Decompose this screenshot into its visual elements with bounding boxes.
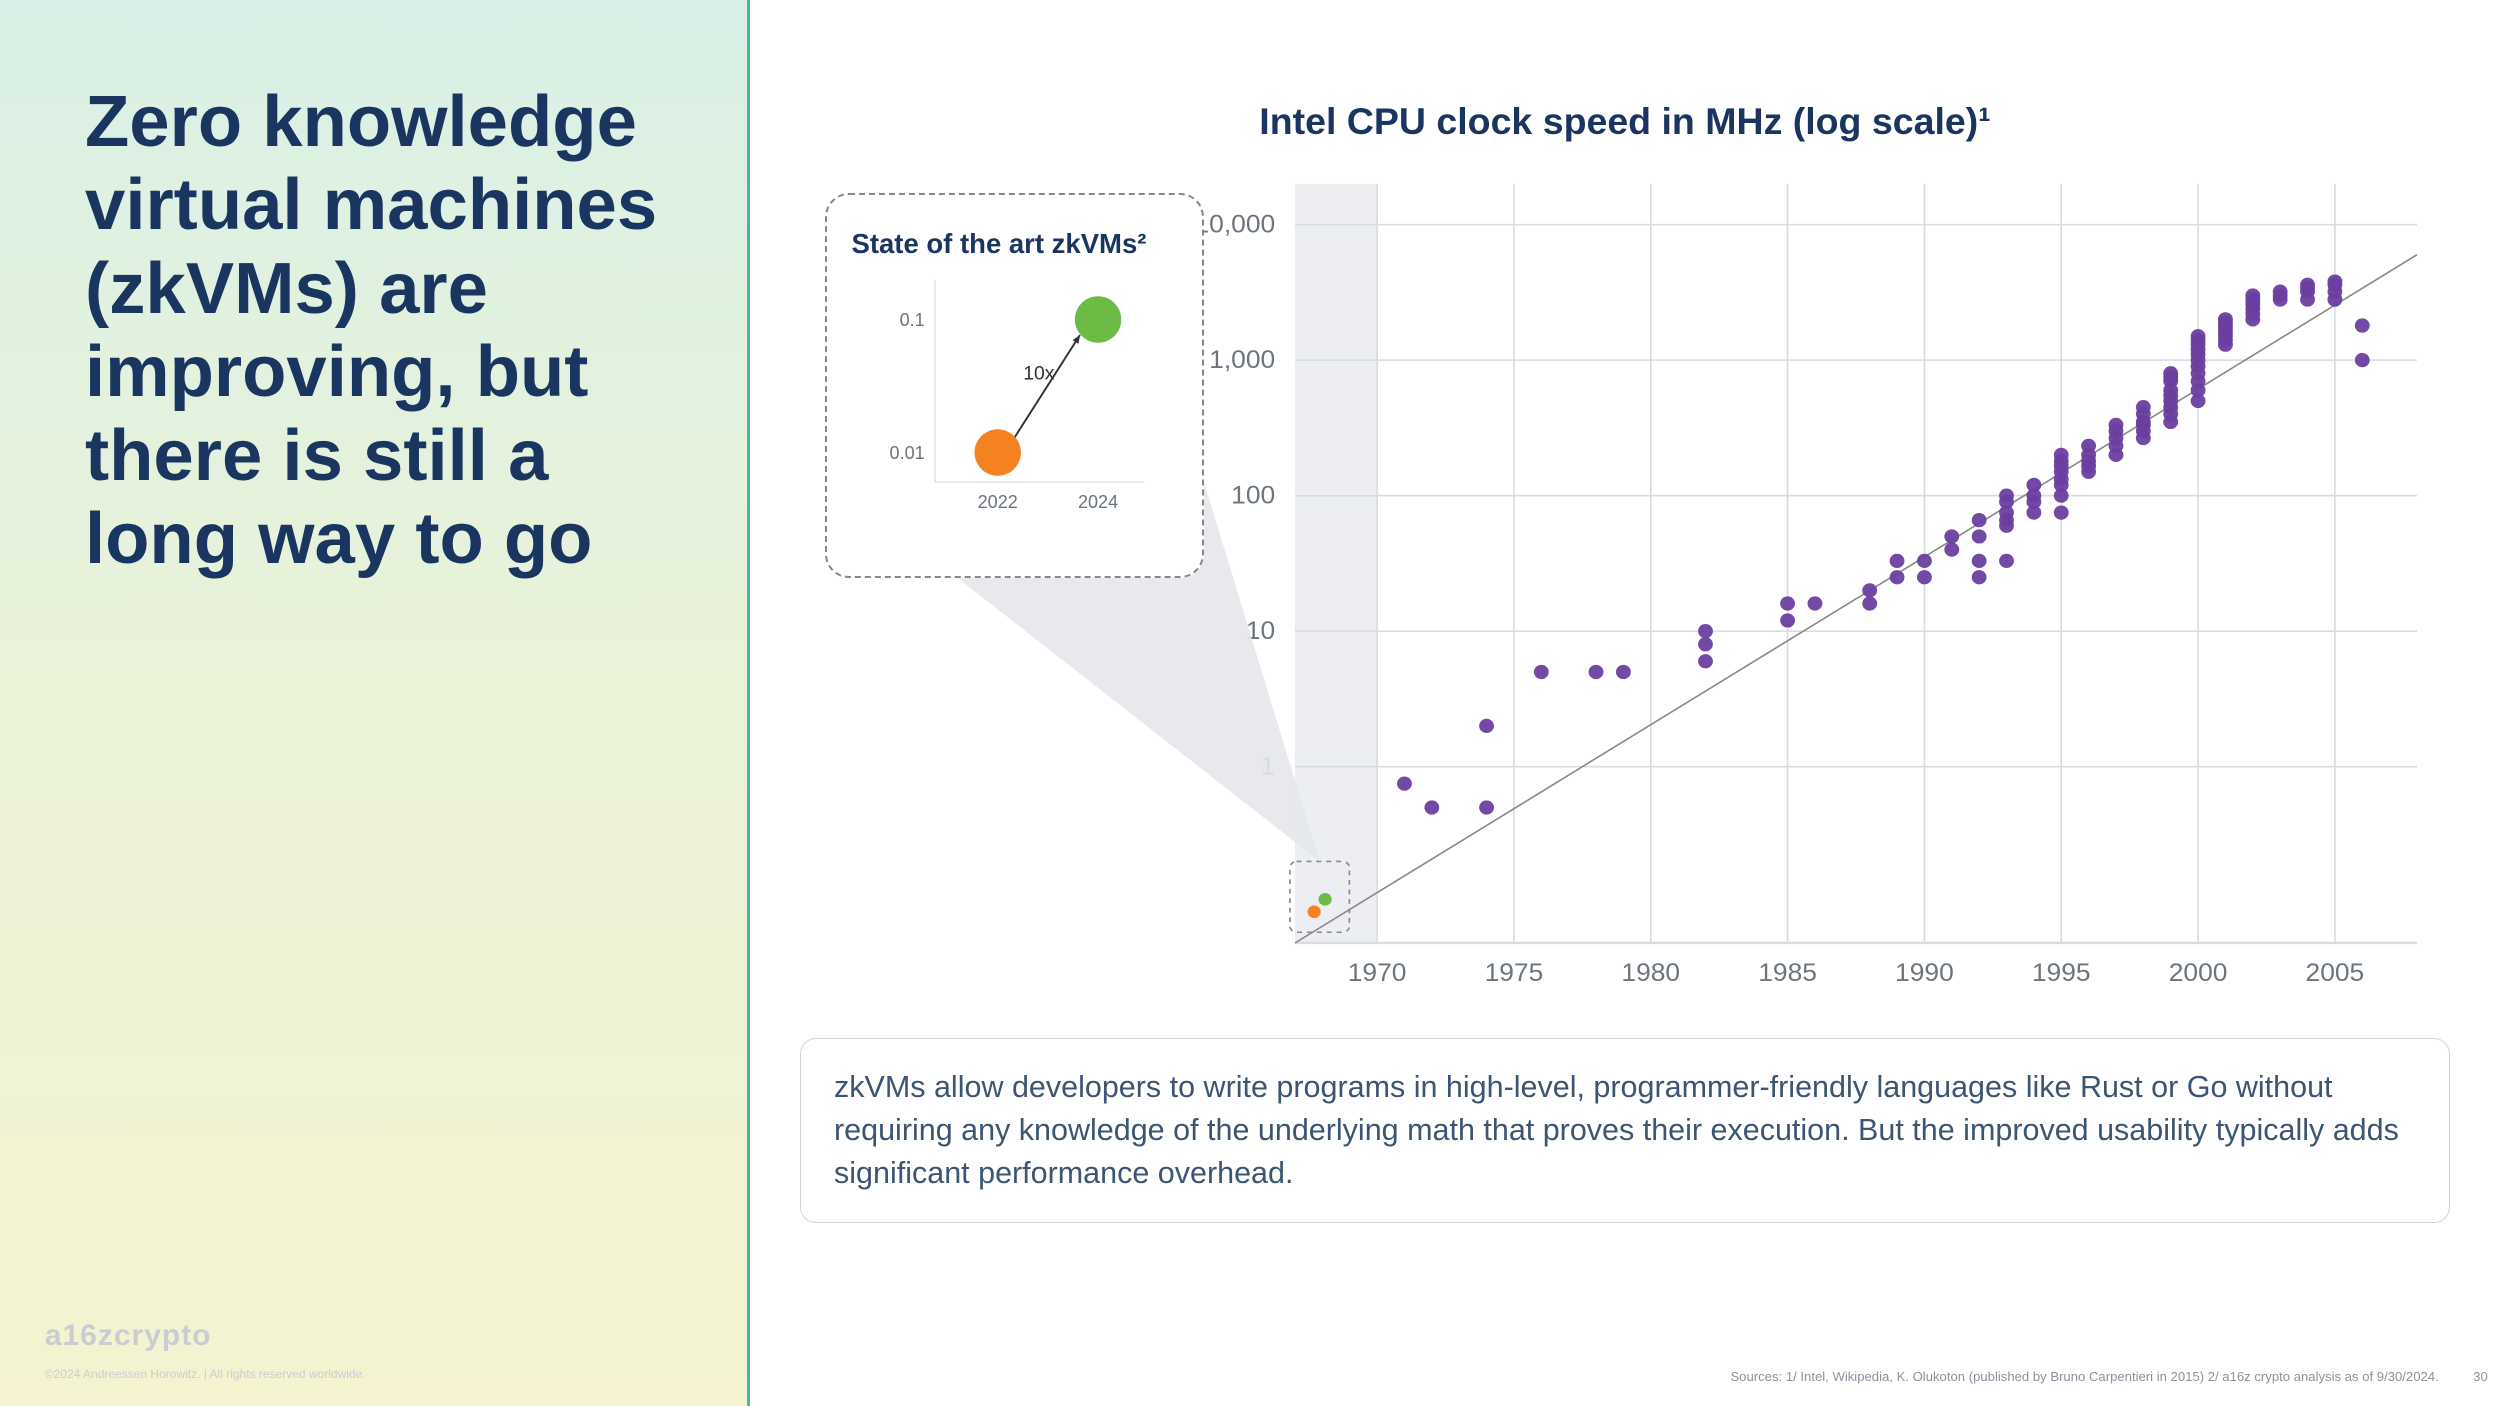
data-point	[1917, 554, 1932, 568]
data-point	[2355, 318, 2370, 332]
x-tick-label: 2005	[2306, 959, 2365, 986]
right-panel: Intel CPU clock speed in MHz (log scale)…	[750, 0, 2500, 1406]
inset-point	[1074, 297, 1120, 343]
x-tick-label: 1975	[1485, 959, 1544, 986]
data-point	[2273, 284, 2288, 298]
data-point	[1424, 800, 1439, 814]
data-point	[1999, 488, 2014, 502]
data-point	[1972, 570, 1987, 584]
inset-point	[974, 430, 1020, 476]
inset-x-tick: 2024	[1077, 492, 1117, 512]
inset-chart-title: State of the art zkVMs²	[852, 228, 1178, 260]
data-point	[1972, 529, 1987, 543]
data-point	[2218, 312, 2233, 326]
page-number: 30	[2473, 1369, 2488, 1384]
zkvm-point-2024	[1319, 893, 1332, 906]
main-chart-title: Intel CPU clock speed in MHz (log scale)…	[800, 100, 2450, 143]
x-tick-label: 1995	[2032, 959, 2091, 986]
data-point	[1972, 513, 1987, 527]
data-point	[2136, 400, 2151, 414]
data-point	[1397, 776, 1412, 790]
y-tick-label: 10,000	[1194, 211, 1275, 238]
data-point	[2026, 478, 2041, 492]
data-point	[1999, 554, 2014, 568]
x-tick-label: 1990	[1895, 959, 1954, 986]
inset-y-tick: 0.1	[899, 310, 924, 330]
inset-chart-svg: 0.01 0.1 2022 2024 10x	[852, 273, 1178, 518]
inset-plot-area: 0.01 0.1 2022 2024 10x	[852, 273, 1178, 518]
sources-label: Sources: 1/ Intel, Wikipedia, K. Olukoto…	[1730, 1369, 2438, 1384]
data-point	[1808, 596, 1823, 610]
data-point	[1616, 665, 1631, 679]
data-point	[1589, 665, 1604, 679]
data-point	[1698, 624, 1713, 638]
callout-box: zkVMs allow developers to write programs…	[800, 1038, 2450, 1223]
data-point	[1944, 542, 1959, 556]
data-point	[2191, 329, 2206, 343]
data-point	[2163, 366, 2178, 380]
data-point	[1698, 654, 1713, 668]
sources-text: Sources: 1/ Intel, Wikipedia, K. Olukoto…	[1730, 1369, 2438, 1384]
data-point	[1890, 554, 1905, 568]
data-point	[2109, 417, 2124, 431]
data-point	[2355, 353, 2370, 367]
x-tick-label: 1980	[1621, 959, 1680, 986]
data-point	[2300, 277, 2315, 291]
data-point	[1862, 583, 1877, 597]
brand-watermark: a16zcrypto	[45, 1319, 212, 1353]
y-tick-label: 100	[1231, 482, 1275, 509]
data-point	[1862, 596, 1877, 610]
data-point	[2081, 438, 2096, 452]
inset-y-tick: 0.01	[889, 443, 924, 463]
inset-chart-box: State of the art zkVMs² 0.01 0.1 2022 2024 1…	[825, 193, 1205, 577]
copyright-text: ©2024 Andreessen Horowitz. | All rights …	[45, 1367, 366, 1381]
data-point	[1890, 570, 1905, 584]
inset-x-tick: 2022	[977, 492, 1017, 512]
data-point	[1780, 613, 1795, 627]
left-panel: Zero knowledge virtual machines (zkVMs) …	[0, 0, 750, 1406]
y-tick-label: 1,000	[1209, 346, 1275, 373]
data-point	[1972, 554, 1987, 568]
data-point	[2054, 505, 2069, 519]
x-tick-label: 1985	[1758, 959, 1817, 986]
inset-arrow-label: 10x	[1023, 363, 1055, 385]
headline: Zero knowledge virtual machines (zkVMs) …	[85, 80, 677, 580]
data-point	[2245, 288, 2260, 302]
data-point	[2054, 447, 2069, 461]
inset-arrow	[1013, 335, 1080, 440]
data-point	[1479, 719, 1494, 733]
chart-area: State of the art zkVMs² 0.01 0.1 2022 2024 1…	[800, 168, 2450, 1022]
data-point	[1944, 529, 1959, 543]
data-point	[1780, 596, 1795, 610]
data-point	[1917, 570, 1932, 584]
data-point	[2327, 274, 2342, 288]
zkvm-point-2022	[1308, 905, 1321, 918]
data-point	[1534, 665, 1549, 679]
trendline	[1295, 254, 2417, 942]
x-tick-label: 2000	[2169, 959, 2228, 986]
data-point	[1698, 637, 1713, 651]
data-point	[1479, 800, 1494, 814]
x-tick-label: 1970	[1348, 959, 1407, 986]
